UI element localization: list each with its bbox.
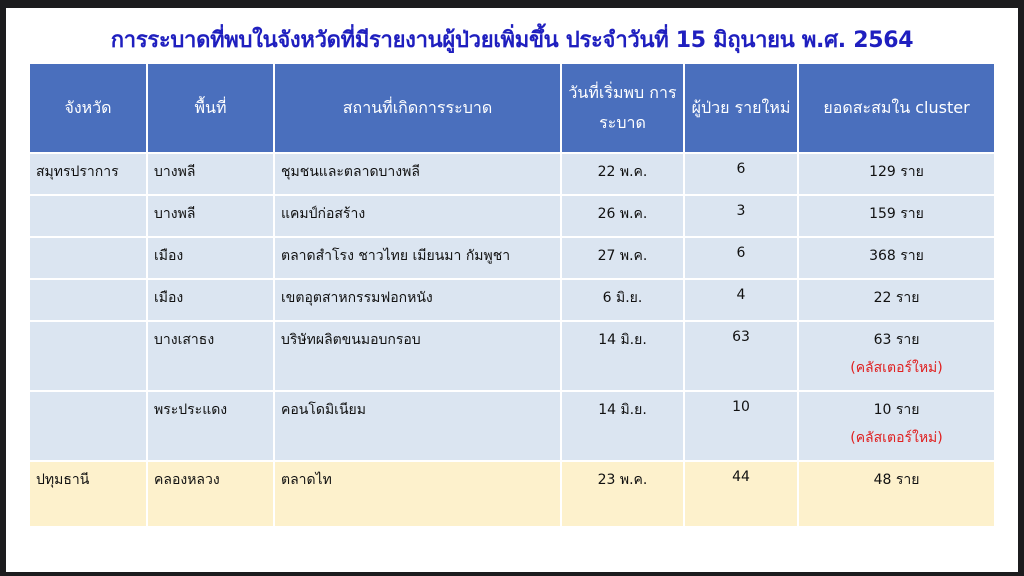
cell-total: 22 ราย <box>797 278 996 322</box>
date-text: 23 พ.ค. <box>597 472 648 488</box>
total-text: 159 ราย <box>869 206 924 222</box>
header-place: สถานที่เกิดการระบาด <box>273 62 562 154</box>
total-text: 48 ราย <box>873 472 920 488</box>
cell-date: 14 มิ.ย. <box>560 320 685 392</box>
cell-date: 22 พ.ค. <box>560 152 685 196</box>
cell-province: สมุทรปราการ <box>28 152 148 196</box>
total-text: 129 ราย <box>869 164 924 180</box>
cell-total: 10 ราย (คลัสเตอร์ใหม่) <box>797 390 996 462</box>
cell-new: 6 <box>683 236 799 280</box>
cell-new: 3 <box>683 194 799 238</box>
table-header-row: จังหวัด พื้นที่ สถานที่เกิดการระบาด วันท… <box>28 62 996 154</box>
area-text: บางเสาธง <box>154 332 215 348</box>
new-text: 44 <box>732 469 750 485</box>
cell-place: คอนโดมิเนียม <box>273 390 562 462</box>
slide-title: การระบาดที่พบในจังหวัดที่มีรายงานผู้ป่วย… <box>110 28 914 53</box>
place-text: แคมป์ก่อสร้าง <box>281 206 366 222</box>
date-text: 26 พ.ค. <box>597 206 648 222</box>
cell-date: 26 พ.ค. <box>560 194 685 238</box>
place-text: ตลาดสำโรง ชาวไทย เมียนมา กัมพูชา <box>281 248 511 264</box>
province-text: สมุทรปราการ <box>36 164 119 180</box>
table-row: บางเสาธง บริษัทผลิตขนมอบกรอบ 14 มิ.ย. 63 63 … <box>28 320 996 392</box>
outbreak-table: จังหวัด พื้นที่ สถานที่เกิดการระบาด วันท… <box>28 62 996 528</box>
cell-area: เมือง <box>146 278 275 322</box>
table-row: เมือง เขตอุตสาหกรรมฟอกหนัง 6 มิ.ย. 4 22 ราย <box>28 278 996 322</box>
new-text: 6 <box>736 161 746 177</box>
cell-area: คลองหลวง <box>146 460 275 528</box>
cell-new: 44 <box>683 460 799 528</box>
cell-province <box>28 194 148 238</box>
cell-area: พระประแดง <box>146 390 275 462</box>
cell-province <box>28 236 148 280</box>
cell-province: ปทุมธานี <box>28 460 148 528</box>
cell-area: บางพลี <box>146 194 275 238</box>
header-province: จังหวัด <box>28 62 148 154</box>
cell-date: 6 มิ.ย. <box>560 278 685 322</box>
place-text: บริษัทผลิตขนมอบกรอบ <box>281 332 421 348</box>
cell-place: ชุมชนและตลาดบางพลี <box>273 152 562 196</box>
table-row: บางพลี แคมป์ก่อสร้าง 26 พ.ค. 3 159 ราย <box>28 194 996 238</box>
date-text: 6 มิ.ย. <box>602 290 643 306</box>
new-text: 4 <box>736 287 746 303</box>
header-new-cases: ผู้ป่วย รายใหม่ <box>683 62 799 154</box>
cell-area: เมือง <box>146 236 275 280</box>
table-row: พระประแดง คอนโดมิเนียม 14 มิ.ย. 10 10 ราย (คล… <box>28 390 996 462</box>
date-text: 22 พ.ค. <box>597 164 648 180</box>
cell-new: 4 <box>683 278 799 322</box>
new-text: 6 <box>736 245 746 261</box>
cell-place: แคมป์ก่อสร้าง <box>273 194 562 238</box>
date-text: 27 พ.ค. <box>597 248 648 264</box>
place-text: ชุมชนและตลาดบางพลี <box>281 164 420 180</box>
total-text: 10 ราย <box>873 402 920 418</box>
cell-total: 159 ราย <box>797 194 996 238</box>
total-text: 368 ราย <box>869 248 924 264</box>
place-text: ตลาดไท <box>281 472 332 488</box>
cell-new: 6 <box>683 152 799 196</box>
area-text: พระประแดง <box>154 402 228 418</box>
area-text: บางพลี <box>154 164 196 180</box>
cell-total: 129 ราย <box>797 152 996 196</box>
table-row: ปทุมธานี คลองหลวง ตลาดไท 23 พ.ค. 44 48 ราย <box>28 460 996 528</box>
cell-place: บริษัทผลิตขนมอบกรอบ <box>273 320 562 392</box>
cell-province <box>28 390 148 462</box>
new-cluster-note: (คลัสเตอร์ใหม่) <box>850 430 943 446</box>
place-text: เขตอุตสาหกรรมฟอกหนัง <box>281 290 433 306</box>
new-text: 10 <box>732 399 750 415</box>
header-area: พื้นที่ <box>146 62 275 154</box>
cell-total: 63 ราย (คลัสเตอร์ใหม่) <box>797 320 996 392</box>
cell-total: 368 ราย <box>797 236 996 280</box>
table-row: สมุทรปราการ บางพลี ชุมชนและตลาดบางพลี 22 พ.… <box>28 152 996 196</box>
cell-date: 27 พ.ค. <box>560 236 685 280</box>
date-text: 14 มิ.ย. <box>598 332 647 348</box>
cell-place: เขตอุตสาหกรรมฟอกหนัง <box>273 278 562 322</box>
cell-date: 14 มิ.ย. <box>560 390 685 462</box>
header-cluster-total: ยอดสะสมใน cluster <box>797 62 996 154</box>
new-cluster-note: (คลัสเตอร์ใหม่) <box>850 360 943 376</box>
new-text: 63 <box>732 329 750 345</box>
cell-new: 10 <box>683 390 799 462</box>
cell-province <box>28 278 148 322</box>
area-text: เมือง <box>154 290 184 306</box>
total-text: 22 ราย <box>873 290 920 306</box>
cell-place: ตลาดสำโรง ชาวไทย เมียนมา กัมพูชา <box>273 236 562 280</box>
cell-area: บางพลี <box>146 152 275 196</box>
area-text: เมือง <box>154 248 184 264</box>
cell-area: บางเสาธง <box>146 320 275 392</box>
area-text: บางพลี <box>154 206 196 222</box>
table-row: เมือง ตลาดสำโรง ชาวไทย เมียนมา กัมพูชา 27 … <box>28 236 996 280</box>
area-text: คลองหลวง <box>154 472 220 488</box>
place-text: คอนโดมิเนียม <box>281 402 366 418</box>
cell-province <box>28 320 148 392</box>
cell-new: 63 <box>683 320 799 392</box>
cell-place: ตลาดไท <box>273 460 562 528</box>
total-text: 63 ราย <box>873 332 920 348</box>
header-date: วันที่เริ่มพบ การระบาด <box>560 62 685 154</box>
cell-date: 23 พ.ค. <box>560 460 685 528</box>
slide: การระบาดที่พบในจังหวัดที่มีรายงานผู้ป่วย… <box>6 8 1018 572</box>
province-text: ปทุมธานี <box>36 472 90 488</box>
new-text: 3 <box>736 203 746 219</box>
cell-total: 48 ราย <box>797 460 996 528</box>
date-text: 14 มิ.ย. <box>598 402 647 418</box>
